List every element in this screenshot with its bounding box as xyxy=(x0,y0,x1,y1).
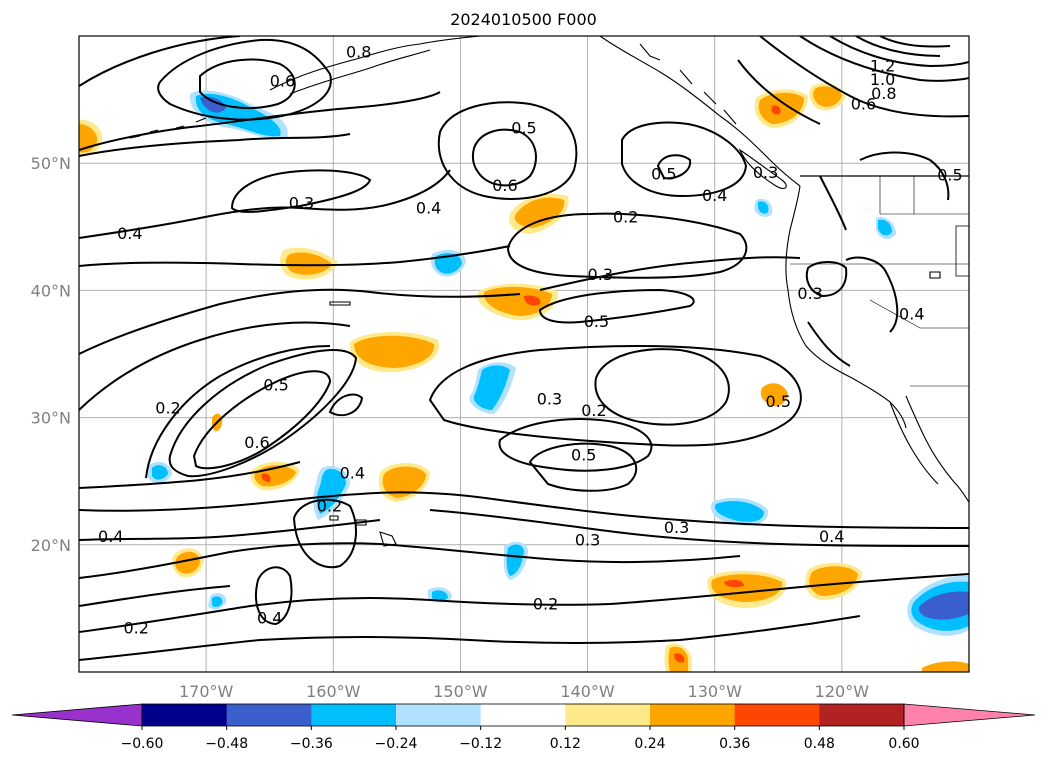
contour-label: 0.5 xyxy=(511,119,536,138)
contour-label: 0.2 xyxy=(581,401,606,420)
colorbar-segment xyxy=(565,704,651,726)
map-frame xyxy=(78,35,970,673)
contour-label: 0.4 xyxy=(257,608,282,627)
lon-tick-label: 170°W xyxy=(179,682,234,701)
contour-label: 0.3 xyxy=(588,265,613,284)
longitude-tick-labels: 170°W 160°W 150°W 140°W 130°W 120°W xyxy=(179,682,869,701)
latitude-tick-labels: 20°N 30°N 40°N 50°N xyxy=(31,154,71,555)
lon-tick-label: 130°W xyxy=(688,682,743,701)
colorbar-tick-label: −0.36 xyxy=(290,736,333,752)
colorbar-segment xyxy=(311,704,397,726)
colorbar-segment xyxy=(142,704,228,726)
colorbar-tick-label: 0.36 xyxy=(719,736,750,752)
contour-label: 0.3 xyxy=(537,390,562,409)
colorbar-tick-label: −0.12 xyxy=(459,736,502,752)
lat-tick-label: 30°N xyxy=(31,409,71,428)
contour-labels: 0.60.80.50.60.30.40.40.50.40.20.30.50.30… xyxy=(98,42,963,637)
colorbar-segment xyxy=(226,704,312,726)
contour-label: 0.5 xyxy=(937,166,962,185)
colorbar-tick-label: −0.60 xyxy=(121,736,164,752)
contour-label: 0.4 xyxy=(819,527,844,546)
contour-label: 0.3 xyxy=(289,194,314,213)
contour-label: 0.8 xyxy=(871,84,896,103)
lon-tick-label: 120°W xyxy=(815,682,870,701)
colorbar-tick-label: 0.24 xyxy=(634,736,665,752)
contour-label: 0.4 xyxy=(702,186,727,205)
contour-label: 1.0 xyxy=(870,70,895,89)
map-title: 2024010500 F000 xyxy=(450,10,597,29)
colorbar-outline xyxy=(141,703,905,727)
contour-label: 0.5 xyxy=(263,376,288,395)
colorbar-tick-label: 0.60 xyxy=(888,736,919,752)
contour-label: 0.4 xyxy=(98,527,123,546)
colorbar-segment xyxy=(396,704,482,726)
contour-label: 0.2 xyxy=(613,208,638,227)
contour-label: 0.2 xyxy=(317,496,342,515)
contour-label: 0.2 xyxy=(123,618,148,637)
contour-label: 0.5 xyxy=(571,445,596,464)
contour-label: 0.4 xyxy=(416,199,441,218)
colorbar-extend-low xyxy=(11,703,143,727)
contour-label: 0.5 xyxy=(651,164,676,183)
contour-label: 0.3 xyxy=(664,518,689,537)
contour-label: 0.2 xyxy=(533,594,558,613)
contour-label: 0.3 xyxy=(753,163,778,182)
contour-label: 0.4 xyxy=(117,224,142,243)
colorbar-extend-high xyxy=(903,703,1036,727)
shaded-anomalies xyxy=(79,83,969,672)
lat-tick-label: 40°N xyxy=(31,281,71,300)
contour-label: 0.2 xyxy=(155,398,180,417)
lat-tick-label: 50°N xyxy=(31,154,71,173)
colorbar-tick-label: 0.48 xyxy=(804,736,835,752)
colorbar-segment xyxy=(480,704,566,726)
colorbar: −0.60 −0.48 −0.36 −0.24 −0.12 0.12 0.24 0.36 0.4… xyxy=(11,703,1036,752)
contour-lines xyxy=(79,36,969,661)
lon-tick-label: 160°W xyxy=(306,682,361,701)
contour-label: 1.2 xyxy=(870,56,895,75)
contour-label: 0.4 xyxy=(340,463,365,482)
lon-tick-label: 150°W xyxy=(433,682,488,701)
contour-label: 0.6 xyxy=(492,176,517,195)
colorbar-tick-label: −0.24 xyxy=(375,736,418,752)
coastlines xyxy=(129,36,969,547)
contour-label: 0.3 xyxy=(797,284,822,303)
lon-tick-label: 140°W xyxy=(560,682,615,701)
contour-label: 0.5 xyxy=(766,392,791,411)
colorbar-segment xyxy=(650,704,736,726)
colorbar-segment xyxy=(819,704,905,726)
lat-tick-label: 20°N xyxy=(31,536,71,555)
contour-label: 0.8 xyxy=(346,42,371,61)
contour-label: 0.6 xyxy=(270,72,295,91)
colorbar-tick-label: 0.12 xyxy=(550,736,581,752)
contour-label: 0.4 xyxy=(899,304,924,323)
contour-label: 0.6 xyxy=(851,94,876,113)
contour-label: 0.3 xyxy=(575,531,600,550)
contour-label: 0.5 xyxy=(584,312,609,331)
contour-label: 0.6 xyxy=(244,433,269,452)
colorbar-tick-label: −0.48 xyxy=(205,736,248,752)
colorbar-segment xyxy=(734,704,820,726)
